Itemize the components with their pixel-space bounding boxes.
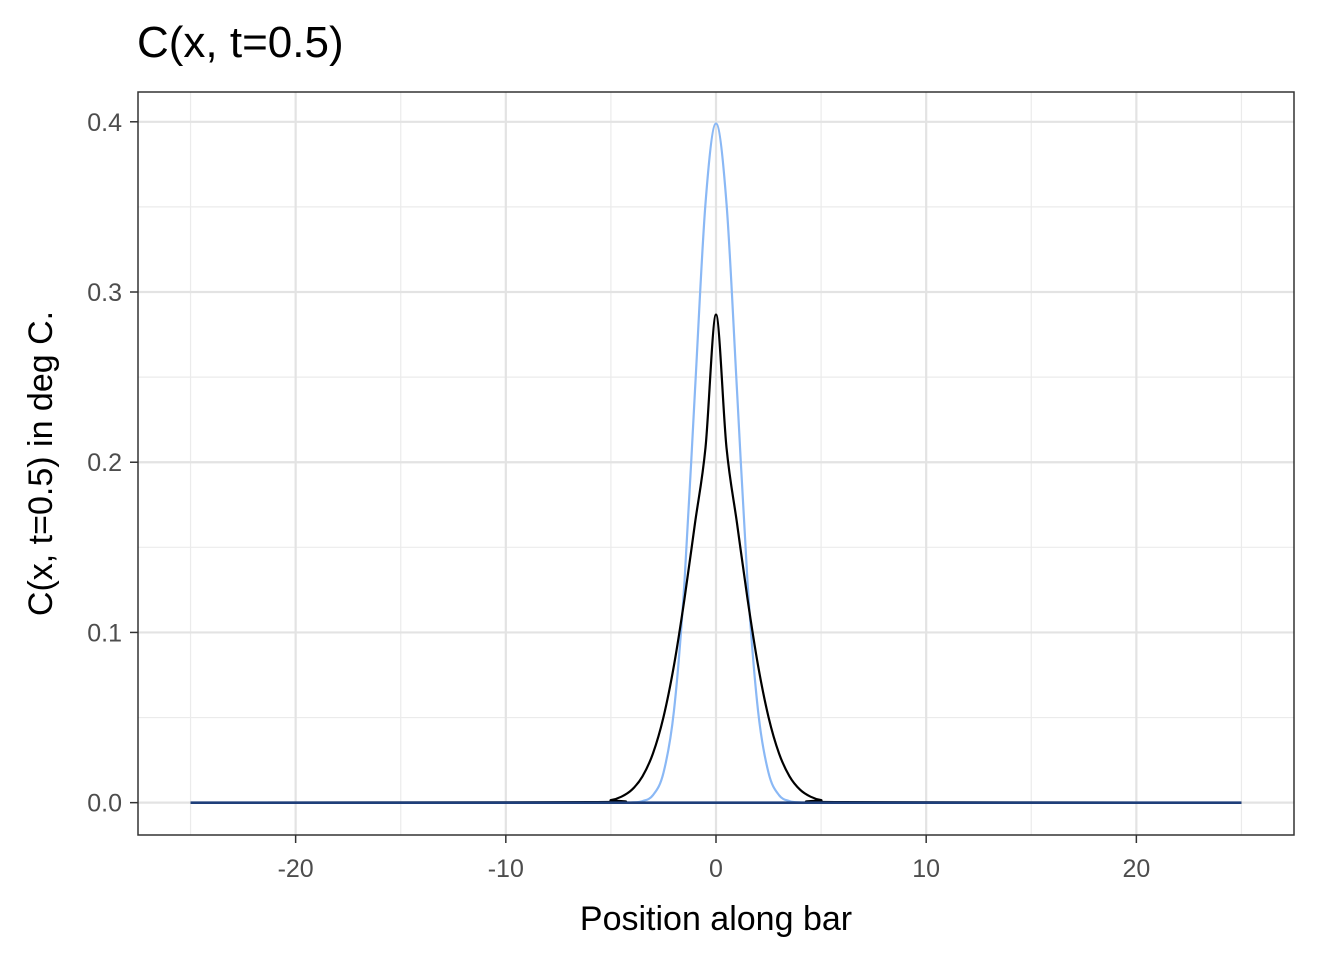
y-tick-label: 0.0 — [87, 790, 122, 818]
chart-title: C(x, t=0.5) — [137, 18, 344, 67]
x-tick-label: -10 — [488, 855, 524, 883]
x-tick-label: -20 — [278, 855, 314, 883]
x-tick-label: 0 — [709, 855, 723, 883]
series-line-2 — [190, 313, 1242, 804]
y-tick-label: 0.1 — [87, 619, 122, 647]
y-axis-ticks: 0.0 0.1 0.2 0.3 0.4 — [87, 109, 138, 818]
x-axis-ticks: -20 -10 0 10 20 — [278, 835, 1150, 883]
x-axis-title: Position along bar — [580, 900, 852, 938]
major-gridlines — [138, 92, 1294, 835]
x-tick-label: 10 — [912, 855, 940, 883]
y-tick-label: 0.3 — [87, 279, 122, 307]
y-axis-title: C(x, t=0.5) in deg C. — [22, 311, 60, 616]
y-tick-label: 0.4 — [87, 109, 122, 137]
series-layer — [190, 122, 1242, 804]
y-tick-label: 0.2 — [87, 449, 122, 477]
x-tick-label: 20 — [1122, 855, 1150, 883]
